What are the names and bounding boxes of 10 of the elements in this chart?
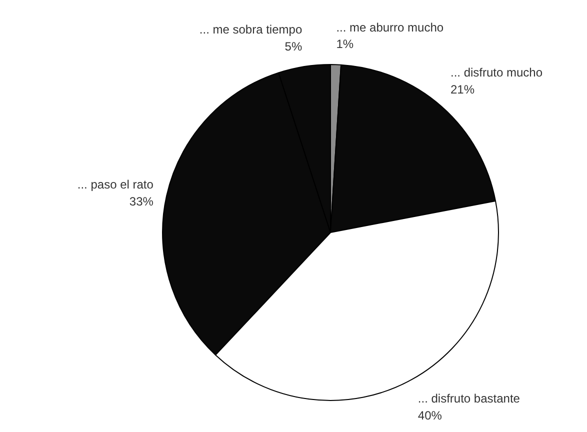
data-label: 40% <box>418 408 442 422</box>
data-label: 5% <box>284 39 302 54</box>
data-label: 33% <box>129 194 154 208</box>
slice-label: ... paso el rato <box>77 178 154 192</box>
data-label: 1% <box>336 37 354 52</box>
slice-label: ... me sobra tiempo <box>199 22 302 36</box>
slice-label: ... disfruto bastante <box>418 391 520 406</box>
slice-label: ... me aburro mucho <box>336 20 444 34</box>
data-label: 21% <box>450 82 475 96</box>
slice-label: ... disfruto mucho <box>450 66 543 80</box>
